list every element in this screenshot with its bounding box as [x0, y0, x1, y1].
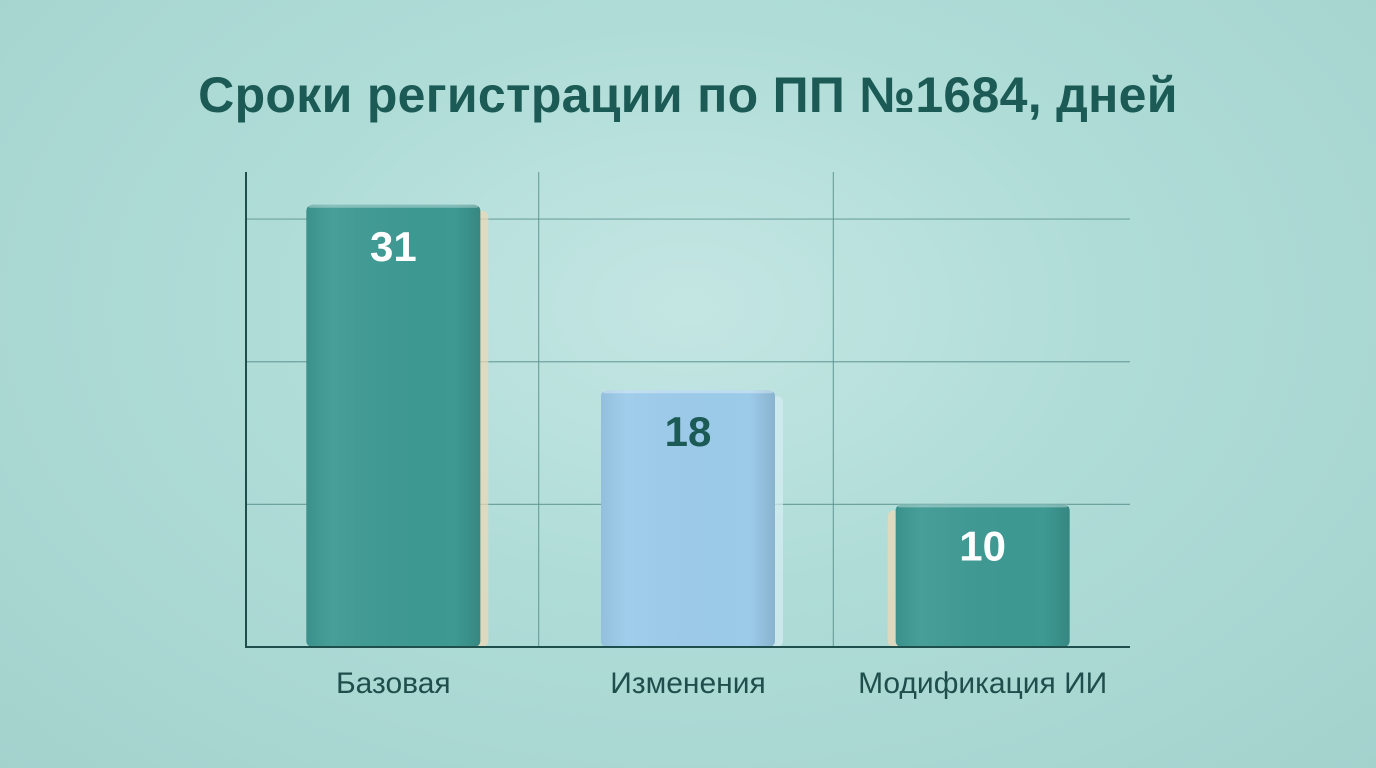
bar-top-highlight	[897, 504, 1068, 508]
bar-top-highlight	[603, 390, 773, 394]
axes	[245, 172, 1130, 648]
category-label: Модификация ИИ	[858, 667, 1107, 700]
category-label: Базовая	[336, 667, 451, 700]
bars	[306, 204, 1070, 647]
labels: 31 Базовая 18 Изменения 10 Модификация ИИ	[336, 223, 1107, 700]
bar-shade	[601, 390, 775, 647]
bar-value-label: 10	[959, 522, 1006, 569]
chart-title: Сроки регистрации по ПП №1684, дней	[198, 67, 1178, 123]
bar-shade	[895, 504, 1070, 647]
bar-value-label: 18	[665, 408, 712, 455]
category-label: Изменения	[610, 667, 765, 700]
bar-shade	[306, 204, 481, 647]
bar-value-label: 31	[370, 223, 417, 270]
bar-top-highlight	[308, 204, 479, 208]
